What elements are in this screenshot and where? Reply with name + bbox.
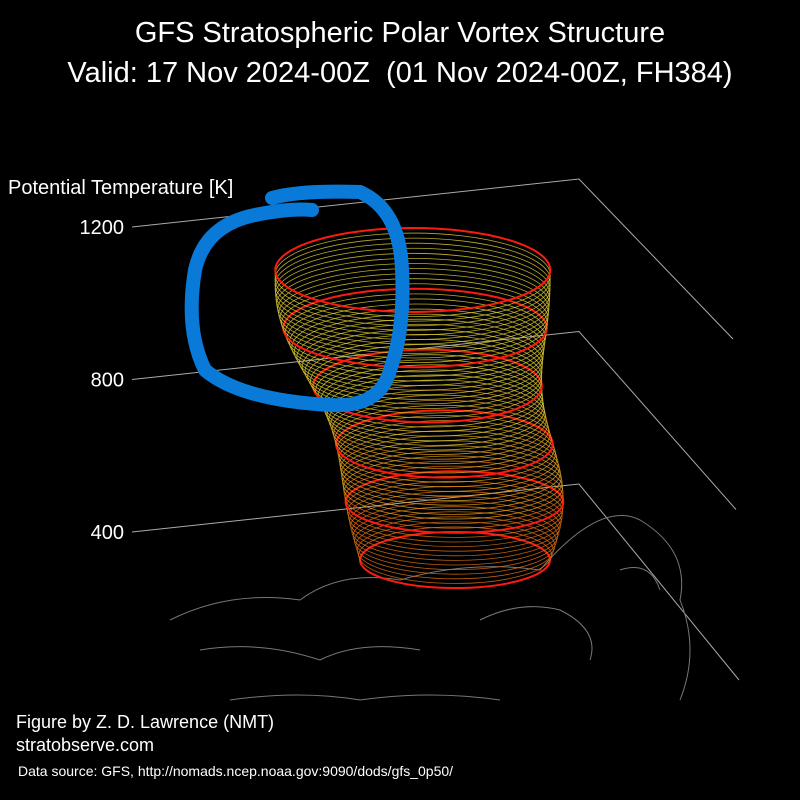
vortex-contour [274, 237, 551, 322]
grid-plane [131, 483, 740, 681]
vortex-contour [296, 318, 544, 396]
vortex-contour [333, 399, 551, 469]
vortex-contour [275, 257, 551, 340]
vortex-contour [275, 252, 551, 336]
grid-plane [131, 330, 737, 510]
vortex-contour [274, 247, 551, 331]
y-tick-label: 1200 [80, 217, 125, 239]
annotation-circle [184, 184, 410, 413]
vortex-contour [301, 328, 543, 405]
vortex-contour [342, 455, 564, 520]
y-tick-label: 800 [91, 370, 124, 392]
credit: stratobserve.com [16, 735, 154, 755]
credit: Figure by Z. D. Lawrence (NMT) [16, 712, 274, 732]
vortex-level [274, 227, 552, 313]
vortex-contour [315, 354, 543, 428]
coastlines [169, 515, 691, 701]
axis-label: Potential Temperature [K] [8, 177, 233, 199]
chart-subtitle: Valid: 17 Nov 2024-00Z (01 Nov 2024-00Z,… [67, 57, 732, 89]
chart-title: GFS Stratospheric Polar Vortex Structure [135, 17, 665, 49]
vortex-contour [342, 450, 563, 515]
vortex-level [312, 348, 543, 424]
vortex-surface [274, 227, 565, 589]
vortex-contour [304, 333, 543, 409]
vortex-contour [310, 344, 543, 419]
vortex-contour [331, 394, 550, 465]
data-source: Data source: GFS, http://nomads.ncep.noa… [18, 763, 453, 779]
vortex-contour [274, 242, 551, 327]
y-tick-label: 400 [91, 522, 124, 544]
vortex-contour [299, 323, 544, 400]
